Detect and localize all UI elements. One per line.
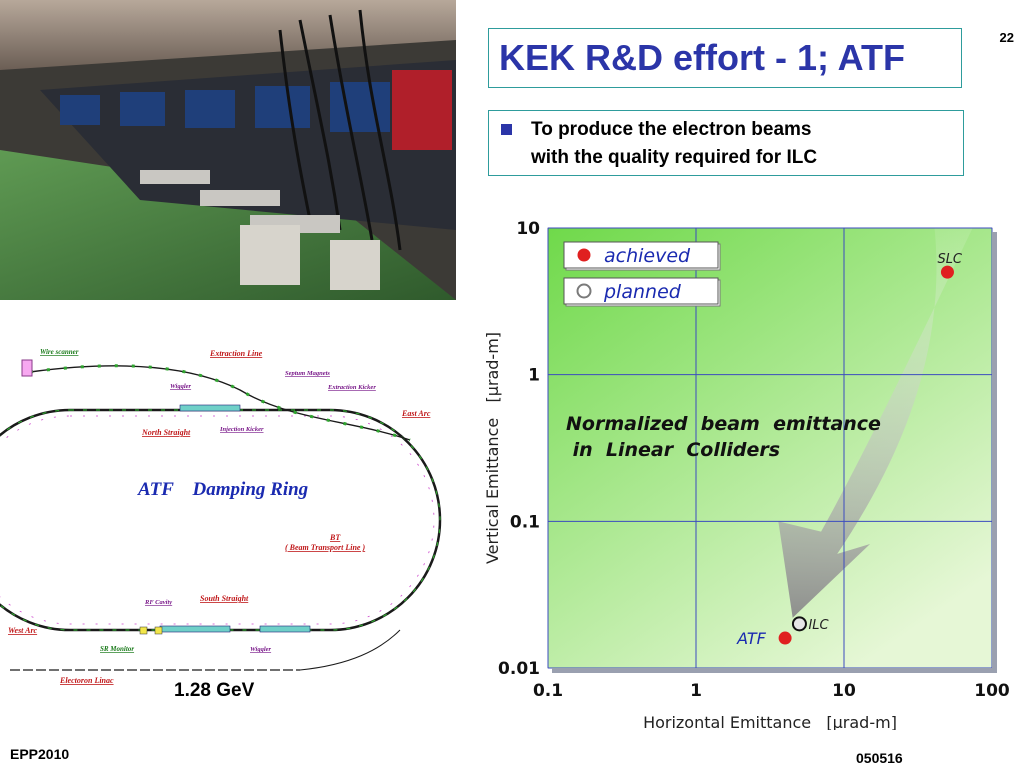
wiggler-top-block [179, 404, 241, 412]
point-achieved [778, 631, 792, 645]
ring-magnets [0, 409, 441, 631]
label-extraction-line: Extraction Line [209, 349, 263, 358]
footer-right: 050516 [856, 750, 903, 766]
label-wire-scanner: Wire scanner [40, 348, 79, 356]
south-straight-block [159, 625, 231, 633]
legend-label: planned [603, 281, 682, 303]
wiggler-bottom-block [259, 625, 311, 633]
rf-cavity-block [139, 626, 148, 635]
atf-hall-photo [0, 0, 456, 300]
y-tick-label: 0.01 [498, 659, 540, 679]
point-planned [791, 616, 807, 632]
footer-left: EPP2010 [10, 746, 70, 762]
bullet-line-1: To produce the electron beams [531, 119, 812, 140]
legend: achieved planned [563, 241, 721, 307]
label-rf-cavity: RF Cavity [144, 599, 172, 606]
beam-transport-path [299, 629, 401, 671]
label-bt: BT [329, 533, 341, 542]
label-injection-kicker: Injection Kicker [219, 426, 264, 433]
bullet-box: To produce the electron beams with the q… [488, 110, 964, 176]
x-axis-label: Horizontal Emittance [µrad-m] [643, 713, 897, 730]
bullet-square-icon [501, 124, 512, 135]
label-bt-full: ( Beam Transport Line ) [285, 543, 365, 552]
damping-ring-svg: Wire scanner Extraction Line Septum Magn… [0, 348, 442, 685]
point-label: ILC [808, 618, 829, 633]
plot-shadow-right [992, 232, 997, 672]
data-points: SLC ATF ILC [736, 252, 963, 648]
point-label: SLC [937, 252, 962, 267]
extraction-line-path [29, 365, 411, 441]
y-axis-label: Vertical Emittance [µrad-m] [483, 332, 502, 564]
y-tick-label: 0.1 [510, 512, 540, 532]
label-wiggler-bottom: Wiggler [250, 646, 272, 653]
label-wiggler-top: Wiggler [170, 383, 192, 390]
x-tick-label: 1 [690, 681, 702, 701]
point-achieved [940, 265, 954, 279]
ring-inner-elements [0, 415, 435, 625]
label-east-arc: East Arc [401, 409, 431, 418]
emittance-chart: 0.1 1 10 100 0.01 0.1 1 10 achieved planned Norm… [476, 210, 1024, 732]
label-sr-monitor: SR Monitor [100, 645, 134, 653]
label-west-arc: West Arc [8, 626, 38, 635]
x-tick-label: 100 [974, 681, 1010, 701]
damping-ring-diagram: Wire scanner Extraction Line Septum Magn… [0, 330, 456, 710]
label-linac: Electoron Linac [59, 676, 114, 685]
beam-energy: 1.28 GeV [174, 680, 255, 701]
legend-marker-filled [577, 248, 591, 262]
slide-title: KEK R&D effort - 1; ATF [499, 37, 905, 78]
slide-number: 22 [999, 30, 1014, 45]
legend-label: achieved [604, 245, 691, 267]
rf-cavity-block-2 [154, 626, 163, 635]
y-tick-label: 1 [528, 366, 540, 386]
label-extraction-kicker: Extraction Kicker [327, 384, 376, 391]
x-tick-label: 10 [832, 681, 856, 701]
dump-block [21, 359, 33, 377]
label-north-straight: North Straight [141, 428, 191, 437]
bullet-line-2: with the quality required for ILC [531, 147, 818, 168]
label-septum-magnets: Septum Magnets [285, 370, 330, 377]
label-south-straight: South Straight [200, 594, 249, 603]
atf-hall-photo-illustration [0, 0, 456, 300]
title-box: KEK R&D effort - 1; ATF [488, 28, 962, 88]
chart-title-line-1: Normalized beam emittance [566, 413, 881, 435]
chart-title-line-2: in Linear Colliders [566, 439, 780, 461]
point-label: ATF [736, 629, 767, 648]
plot-shadow-bottom [552, 668, 997, 673]
legend-marker-open [576, 283, 592, 299]
trend-arrow [778, 224, 975, 618]
ring-title: ATF Damping Ring [137, 479, 308, 500]
y-tick-label: 10 [516, 219, 540, 239]
x-tick-label: 0.1 [533, 681, 563, 701]
